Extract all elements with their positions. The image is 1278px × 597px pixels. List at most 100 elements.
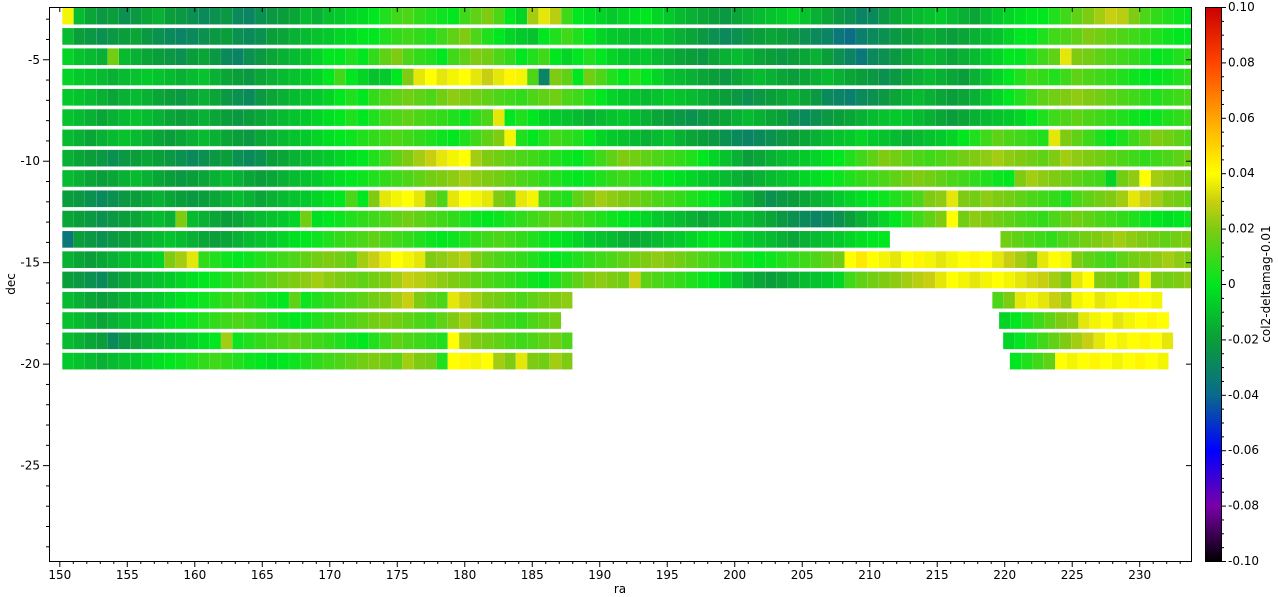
heatmap-cell bbox=[924, 48, 936, 66]
heatmap-cell bbox=[481, 312, 494, 329]
heatmap-cell bbox=[323, 352, 335, 370]
heatmap-cell bbox=[118, 7, 131, 25]
heatmap-cell bbox=[844, 149, 856, 167]
heatmap-cell bbox=[515, 352, 528, 370]
heatmap-cell bbox=[96, 170, 108, 187]
heatmap-cell bbox=[1009, 352, 1022, 370]
heatmap-cell bbox=[266, 68, 278, 86]
heatmap-cell bbox=[300, 332, 312, 350]
heatmap-cell bbox=[515, 170, 528, 187]
heatmap-cell bbox=[493, 7, 505, 25]
heatmap-cell bbox=[867, 210, 879, 228]
heatmap-cell bbox=[368, 312, 380, 329]
heatmap-cell bbox=[425, 352, 437, 370]
heatmap-cell bbox=[289, 7, 301, 25]
heatmap-cell bbox=[1128, 271, 1140, 289]
heatmap-cell bbox=[549, 210, 562, 228]
heatmap-cell bbox=[583, 149, 596, 167]
heatmap-cell bbox=[130, 170, 142, 187]
heatmap-cell bbox=[447, 129, 460, 147]
heatmap-cell bbox=[96, 68, 108, 86]
heatmap-cell bbox=[1162, 109, 1174, 126]
heatmap-cell bbox=[719, 129, 732, 147]
heatmap-cell bbox=[742, 7, 754, 25]
heatmap-cell bbox=[334, 149, 346, 167]
heatmap-cell bbox=[515, 312, 528, 329]
heatmap-cell bbox=[107, 352, 119, 370]
heatmap-cell bbox=[640, 48, 652, 66]
heatmap-cell bbox=[561, 7, 573, 25]
heatmap-cell bbox=[595, 7, 607, 25]
heatmap-cell bbox=[629, 129, 641, 147]
heatmap-cell bbox=[493, 210, 505, 228]
heatmap-cell bbox=[833, 28, 845, 45]
heatmap-cell bbox=[651, 129, 664, 147]
heatmap-cell bbox=[1060, 88, 1072, 106]
heatmap-cell bbox=[549, 190, 562, 208]
heatmap-cell bbox=[1159, 231, 1171, 248]
heatmap-cell bbox=[1128, 251, 1140, 268]
heatmap-cell bbox=[481, 190, 494, 208]
heatmap-cell bbox=[697, 7, 709, 25]
heatmap-cell bbox=[470, 332, 482, 350]
heatmap-cell bbox=[1139, 88, 1151, 106]
heatmap-cell bbox=[1014, 149, 1026, 167]
heatmap-cell bbox=[323, 88, 335, 106]
heatmap-cell bbox=[765, 109, 777, 126]
heatmap-cell bbox=[481, 352, 494, 370]
heatmap-cell bbox=[391, 68, 403, 86]
heatmap-cell bbox=[402, 352, 414, 370]
heatmap-cell bbox=[164, 88, 176, 106]
heatmap-cell bbox=[493, 291, 505, 309]
heatmap-cell bbox=[856, 251, 868, 268]
heatmap-cell bbox=[663, 7, 675, 25]
heatmap-cell bbox=[345, 312, 357, 329]
heatmap-cell bbox=[323, 7, 335, 25]
heatmap-cell bbox=[1136, 231, 1148, 248]
heatmap-cell bbox=[980, 149, 992, 167]
heatmap-cell bbox=[753, 68, 766, 86]
heatmap-cell bbox=[1025, 332, 1038, 350]
heatmap-cell bbox=[84, 251, 97, 268]
heatmap-cell bbox=[583, 251, 596, 268]
heatmap-cell bbox=[175, 271, 187, 289]
heatmap-cell bbox=[311, 312, 323, 329]
heatmap-cell bbox=[1264, 28, 1275, 45]
heatmap-cell bbox=[232, 68, 244, 86]
heatmap-cell bbox=[1101, 312, 1113, 329]
heatmap-cell bbox=[436, 170, 448, 187]
heatmap-cell bbox=[96, 48, 108, 66]
heatmap-cell bbox=[357, 28, 369, 45]
heatmap-cell bbox=[118, 190, 131, 208]
heatmap-cell bbox=[833, 88, 845, 106]
heatmap-cell bbox=[1116, 251, 1129, 268]
heatmap-cell bbox=[504, 210, 516, 228]
heatmap-cell bbox=[1139, 190, 1151, 208]
heatmap-cell bbox=[549, 312, 562, 329]
heatmap-cell bbox=[1060, 7, 1072, 25]
heatmap-cell bbox=[787, 7, 800, 25]
heatmap-cell bbox=[289, 210, 301, 228]
heatmap-cell bbox=[912, 271, 924, 289]
heatmap-cell bbox=[459, 231, 471, 248]
heatmap-cell bbox=[719, 149, 732, 167]
heatmap-cell bbox=[323, 231, 335, 248]
heatmap-cell bbox=[697, 190, 709, 208]
heatmap-cell bbox=[924, 68, 936, 86]
heatmap-cell bbox=[175, 48, 187, 66]
heatmap-cell bbox=[833, 48, 845, 66]
heatmap-cell bbox=[266, 109, 278, 126]
heatmap-cell bbox=[999, 312, 1011, 329]
heatmap-cell bbox=[221, 231, 233, 248]
heatmap-cell bbox=[549, 68, 562, 86]
heatmap-cell bbox=[1014, 7, 1026, 25]
heatmap-cell bbox=[1037, 170, 1049, 187]
heatmap-cell bbox=[459, 88, 471, 106]
heatmap-cell bbox=[629, 271, 641, 289]
heatmap-cell bbox=[527, 129, 539, 147]
heatmap-cell bbox=[1162, 28, 1174, 45]
heatmap-cell bbox=[890, 109, 902, 126]
heatmap-cell bbox=[413, 28, 426, 45]
heatmap-cell bbox=[810, 271, 822, 289]
heatmap-cell bbox=[719, 210, 732, 228]
